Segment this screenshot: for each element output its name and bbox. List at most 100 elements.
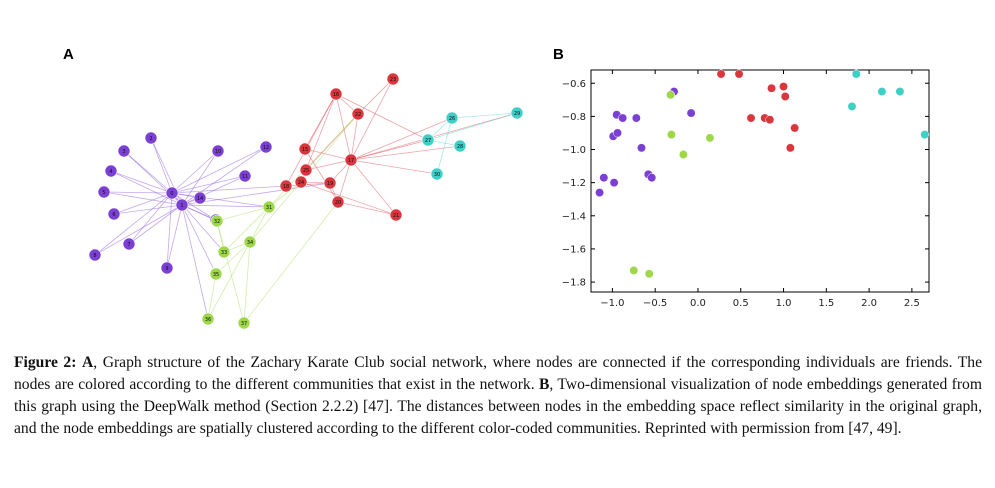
graph-node-label: 21	[393, 213, 399, 219]
graph-node	[175, 198, 189, 212]
graph-edge	[110, 170, 173, 194]
graph-node	[279, 179, 293, 193]
graph-node	[331, 195, 345, 209]
scatter-point	[746, 113, 756, 123]
graph-node-label: 17	[348, 158, 354, 164]
scatter-point	[678, 150, 688, 159]
graph-node-label: 2	[149, 136, 152, 142]
scatter-point	[666, 130, 676, 140]
graph-node	[107, 207, 121, 221]
graph-edge	[171, 150, 219, 194]
graph-edges	[94, 78, 518, 324]
graph-node	[211, 144, 225, 158]
scatter-point	[920, 130, 930, 140]
scatter-point	[609, 178, 619, 188]
scatter-point	[716, 69, 726, 79]
graph-node	[209, 267, 223, 281]
graph-node	[344, 153, 358, 167]
graph-edge	[113, 204, 183, 215]
y-tick-label: −1.4	[562, 211, 586, 222]
graph-edge	[216, 206, 270, 222]
graph-edge	[350, 78, 394, 161]
graph-node-label: 30	[434, 172, 440, 178]
x-tick-label: 1.0	[776, 298, 792, 309]
graph-edge	[427, 112, 518, 141]
graph-edge	[171, 192, 217, 221]
graph-node-label: 18	[283, 184, 289, 190]
graph-node-label: 10	[215, 149, 221, 155]
graph-node-label: 31	[266, 205, 272, 211]
graph-edge	[350, 145, 461, 161]
graph-node	[294, 175, 308, 189]
graph-node-label: 26	[449, 116, 455, 122]
graph-edge	[171, 192, 270, 208]
scatter-point	[851, 69, 861, 79]
graph-node	[445, 111, 459, 125]
graph-node	[323, 176, 337, 190]
graph-node	[298, 142, 312, 156]
graph-node-label: 28	[457, 144, 463, 150]
graph-node-label: 19	[327, 181, 333, 187]
y-tick-label: −0.6	[562, 79, 586, 90]
graph-node-label: 5	[102, 190, 105, 196]
graph-node	[144, 131, 158, 145]
y-tick-label: −0.8	[562, 112, 586, 123]
graph-node	[259, 140, 273, 154]
scatter-point	[877, 87, 887, 96]
graph-node	[237, 316, 251, 330]
graph-node	[165, 186, 179, 200]
x-tick-label: 2.0	[861, 298, 877, 309]
graph-edge	[350, 159, 438, 175]
graph-node-label: 27	[425, 138, 431, 144]
graph-node-label: 11	[242, 174, 248, 180]
graph-edge	[181, 150, 219, 206]
graph-edge	[166, 192, 173, 269]
graph-edge	[304, 148, 339, 203]
graph-edge	[337, 159, 352, 203]
graph-edge	[305, 93, 337, 171]
graph-node	[97, 185, 111, 199]
caption-figure-label: Figure 2:	[14, 354, 77, 371]
scatter-point	[666, 90, 676, 100]
graph-node	[510, 106, 524, 120]
graph-node-label: 15	[302, 147, 308, 153]
caption-part-2: , Two-dimensional visualization of node …	[14, 376, 982, 437]
graph-node	[88, 248, 102, 262]
graph-edge	[94, 204, 183, 256]
graph-node-label: 23	[390, 77, 396, 83]
graph-node	[122, 237, 136, 251]
panel-a-label: A	[63, 46, 74, 63]
x-tick-label: 2.5	[904, 298, 920, 309]
graph-node	[210, 214, 224, 228]
graph-edge	[181, 182, 331, 206]
graph-node	[193, 191, 207, 205]
scatter-point	[647, 173, 657, 183]
graph-edge	[350, 159, 397, 216]
graph-edge	[350, 139, 429, 161]
graph-edge	[335, 93, 429, 141]
graph-node	[351, 107, 365, 121]
graph-node-label: 16	[333, 92, 339, 98]
graph-node-label: 32	[214, 219, 220, 225]
scatter-point	[785, 143, 795, 153]
y-tick-label: −1.8	[562, 278, 586, 289]
graph-edge	[181, 204, 217, 275]
y-tick-label: −1.6	[562, 244, 586, 255]
graph-node-label: 20	[335, 200, 341, 206]
graph-edge	[94, 192, 173, 256]
graph-node	[329, 87, 343, 101]
graph-edge	[215, 241, 251, 275]
x-tick-label: 1.5	[818, 298, 834, 309]
caption-part-1: , Graph structure of the Zachary Karate …	[14, 354, 983, 393]
graph-node-label: 3	[122, 149, 125, 155]
graph-node	[243, 235, 257, 249]
graph-node-label: 14	[197, 196, 203, 202]
scatter-point	[790, 123, 800, 133]
graph-edge	[304, 148, 352, 161]
x-tick-label: −0.5	[643, 298, 667, 309]
graph-edge	[181, 175, 246, 206]
graph-node-label: 0	[170, 191, 173, 197]
graph-edge	[243, 241, 251, 324]
scatter-point	[895, 87, 905, 96]
graph-node-label: 22	[355, 112, 361, 118]
